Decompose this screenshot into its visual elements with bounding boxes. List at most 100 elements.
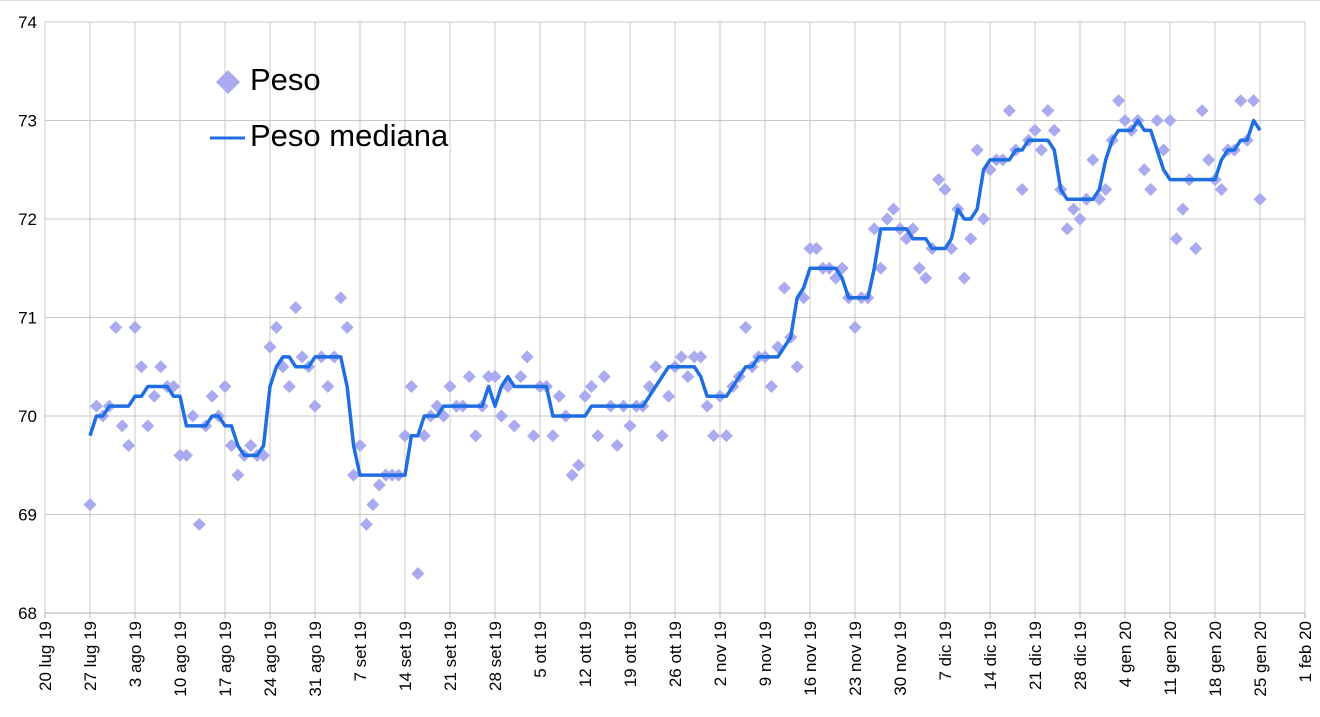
x-tick-label: 1 feb 20: [1296, 621, 1315, 682]
data-point: [507, 419, 521, 433]
x-tick-label: 7 dic 19: [936, 621, 955, 681]
data-point: [1195, 104, 1209, 118]
data-point: [790, 360, 804, 374]
data-point: [179, 448, 193, 462]
data-point: [134, 360, 148, 374]
data-point: [334, 291, 348, 305]
data-point: [867, 222, 881, 236]
data-point: [707, 429, 721, 443]
data-point: [919, 271, 933, 285]
x-tick-label: 24 ago 19: [261, 621, 280, 697]
data-point: [488, 370, 502, 384]
data-point: [964, 232, 978, 246]
data-point: [623, 419, 637, 433]
data-point: [546, 429, 560, 443]
data-point: [1169, 232, 1183, 246]
data-point: [244, 439, 258, 453]
data-point: [128, 320, 142, 334]
x-tick-label: 5 ott 19: [531, 621, 550, 678]
data-point: [1157, 143, 1171, 157]
data-point: [1163, 114, 1177, 127]
x-tick-label: 30 nov 19: [891, 621, 910, 696]
data-point: [1189, 242, 1203, 256]
y-tick-label: 68: [18, 604, 37, 623]
data-point: [417, 429, 431, 443]
data-point: [469, 429, 483, 443]
y-tick-label: 69: [18, 506, 37, 525]
data-point: [231, 468, 245, 482]
data-point: [1234, 94, 1248, 108]
data-point: [932, 173, 946, 187]
data-point: [347, 468, 361, 482]
data-point: [912, 261, 926, 275]
x-tick-label: 20 lug 19: [36, 621, 55, 691]
data-point: [887, 202, 901, 216]
data-point: [977, 212, 991, 226]
data-point: [520, 350, 534, 364]
data-point: [340, 320, 354, 334]
data-point: [655, 429, 669, 443]
data-point: [1060, 222, 1074, 236]
data-point: [809, 242, 823, 256]
y-tick-label: 74: [18, 13, 37, 32]
data-point: [224, 439, 238, 453]
data-point: [218, 379, 232, 393]
x-tick-label: 3 ago 19: [126, 621, 145, 687]
data-point: [649, 360, 663, 374]
data-point: [462, 370, 476, 384]
data-point: [514, 370, 528, 384]
data-point: [880, 212, 894, 226]
x-tick-label: 17 ago 19: [216, 621, 235, 697]
data-point: [552, 389, 566, 403]
data-point: [263, 340, 277, 354]
data-point: [398, 429, 412, 443]
data-point: [694, 350, 708, 364]
data-point: [366, 498, 380, 512]
x-tick-label: 9 nov 19: [756, 621, 775, 686]
data-point: [1118, 114, 1132, 127]
x-tick-label: 12 ott 19: [576, 621, 595, 687]
x-tick-label: 14 dic 19: [981, 621, 1000, 690]
data-point: [1176, 202, 1190, 216]
data-point: [572, 458, 586, 472]
data-point: [584, 379, 598, 393]
line: [88, 118, 1262, 477]
data-point: [1034, 143, 1048, 157]
x-tick-label: 19 ott 19: [621, 621, 640, 687]
data-point: [1015, 182, 1029, 196]
data-point: [957, 271, 971, 285]
data-point: [610, 439, 624, 453]
data-point: [764, 379, 778, 393]
data-point: [674, 350, 688, 364]
x-tick-label: 14 set 19: [396, 621, 415, 691]
data-point: [1247, 94, 1261, 108]
data-point: [1028, 123, 1042, 137]
x-tick-label: 23 nov 19: [846, 621, 865, 696]
data-point: [269, 320, 283, 334]
data-point: [115, 419, 129, 433]
data-point: [321, 379, 335, 393]
y-tick-label: 70: [18, 407, 37, 426]
x-tick-label: 28 set 19: [486, 621, 505, 691]
data-point: [308, 399, 322, 413]
data-point: [662, 389, 676, 403]
data-point: [681, 370, 695, 384]
x-tick-label: 7 set 19: [351, 621, 370, 682]
data-point: [1099, 182, 1113, 196]
data-point: [1047, 123, 1061, 137]
data-point: [1002, 104, 1016, 118]
x-tick-label: 4 gen 20: [1116, 621, 1135, 687]
data-point: [1144, 182, 1158, 196]
data-point: [1202, 153, 1216, 167]
data-point: [282, 379, 296, 393]
legend-swatch: [216, 70, 240, 94]
data-point: [1041, 104, 1055, 118]
data-point: [719, 429, 733, 443]
data-point: [700, 399, 714, 413]
x-tick-label: 26 ott 19: [666, 621, 685, 687]
x-tick-label: 28 dic 19: [1071, 621, 1090, 690]
legend-label: Peso mediana: [250, 118, 449, 153]
x-tick-label: 18 gen 20: [1206, 621, 1225, 697]
